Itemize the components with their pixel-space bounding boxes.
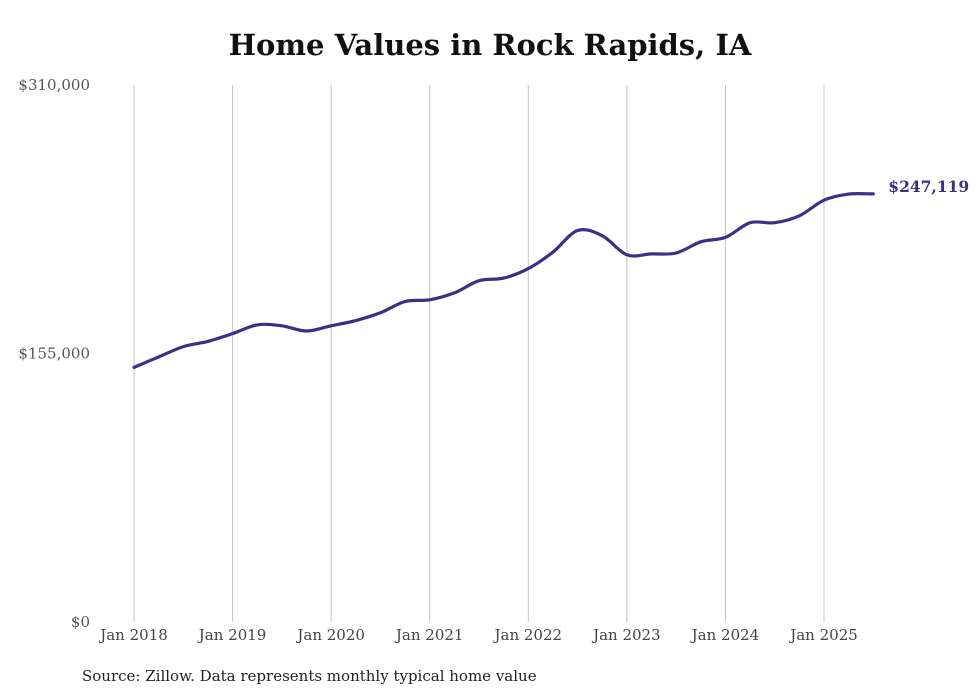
y-tick-label-1: $155,000 <box>18 345 90 363</box>
series-line <box>132 192 875 369</box>
x-tick-label-3: Jan 2021 <box>394 626 464 644</box>
y-tick-label-2: $310,000 <box>18 76 90 94</box>
x-tick-label-7: Jan 2025 <box>788 626 858 644</box>
x-tick-label-2: Jan 2020 <box>295 626 365 644</box>
x-tick-label-1: Jan 2019 <box>197 626 267 644</box>
chart-title: Home Values in Rock Rapids, IA <box>228 28 752 62</box>
y-tick-label-0: $0 <box>71 613 90 631</box>
source-note: Source: Zillow. Data represents monthly … <box>82 667 537 685</box>
x-tick-label-6: Jan 2024 <box>690 626 760 644</box>
x-tick-label-0: Jan 2018 <box>98 626 168 644</box>
end-value-label: $247,119 <box>888 177 969 196</box>
gridlines <box>133 85 825 622</box>
x-axis-ticks: Jan 2018 Jan 2019 Jan 2020 Jan 2021 Jan 2022… <box>98 626 858 644</box>
x-tick-label-5: Jan 2023 <box>591 626 661 644</box>
x-tick-label-4: Jan 2022 <box>493 626 563 644</box>
y-axis-ticks: $0 $155,000 $310,000 <box>18 76 90 631</box>
